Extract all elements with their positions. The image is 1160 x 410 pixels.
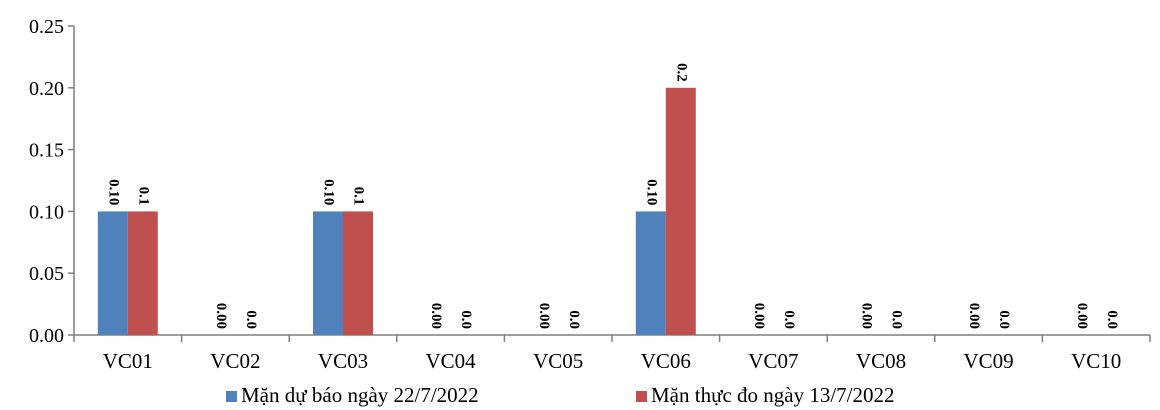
bar-forecast: [635, 211, 666, 335]
data-labels: 0.10 0.1 0.00 0.0 0.10 0.1 0.00 0.0 0.00 0.0 0.10 0…: [105, 63, 1119, 329]
data-label: 0.10: [321, 179, 337, 205]
x-tick-label: VC09: [964, 349, 1014, 373]
data-label: 0.10: [105, 179, 121, 205]
bar-forecast: [313, 211, 343, 335]
y-tick-label: 0.25: [29, 16, 64, 38]
data-label: 0.2: [673, 63, 689, 82]
data-label: 0.00: [213, 303, 229, 329]
data-label: 0.0: [243, 310, 259, 329]
x-tick-label: VC06: [641, 349, 691, 373]
data-label: 0.00: [536, 303, 552, 329]
x-tick-label: VC08: [856, 349, 906, 373]
bars: [97, 87, 696, 335]
x-tick-label: VC04: [426, 349, 477, 373]
data-label: 0.0: [1104, 310, 1120, 329]
legend-label: Mặn thực đo ngày 13/7/2022: [651, 383, 895, 407]
data-label: 0.00: [966, 303, 982, 329]
x-axis: VC01 VC02 VC03 VC04 VC05 VC06 VC07 VC08 VC09 VC10: [73, 334, 1151, 373]
data-label: 0.00: [859, 303, 875, 329]
bar-measured: [127, 211, 158, 335]
y-tick-label: 0.00: [29, 325, 64, 347]
bar-measured: [665, 87, 696, 335]
data-label: 0.1: [135, 187, 151, 206]
data-label: 0.0: [566, 310, 582, 329]
data-label: 0.00: [1074, 303, 1090, 329]
data-label: 0.10: [643, 179, 659, 205]
bar-measured: [343, 211, 373, 335]
data-label: 0.0: [996, 310, 1012, 329]
data-label: 0.0: [889, 310, 905, 329]
x-tick-label: VC10: [1071, 349, 1121, 373]
y-tick-label: 0.05: [29, 263, 64, 285]
x-tick-label: VC05: [533, 349, 583, 373]
bar-forecast: [97, 211, 128, 335]
data-label: 0.00: [428, 303, 444, 329]
x-tick-label: VC01: [103, 349, 153, 373]
data-label: 0.0: [458, 310, 474, 329]
x-tick-label: VC03: [318, 349, 368, 373]
y-axis: 0.00 0.05 0.10 0.15 0.20 0.25: [29, 16, 75, 347]
y-tick-label: 0.20: [29, 78, 64, 100]
legend: Mặn dự báo ngày 22/7/2022 Mặn thực đo ngà…: [226, 383, 895, 407]
data-label: 0.1: [351, 187, 367, 206]
data-label: 0.00: [751, 303, 767, 329]
legend-label: Mặn dự báo ngày 22/7/2022: [241, 383, 479, 407]
data-label: 0.0: [781, 310, 797, 329]
y-tick-label: 0.15: [29, 140, 64, 162]
legend-swatch: [226, 391, 237, 402]
y-tick-label: 0.10: [29, 201, 64, 223]
legend-swatch: [636, 391, 647, 402]
x-tick-label: VC07: [748, 349, 798, 373]
x-tick-label: VC02: [210, 349, 260, 373]
